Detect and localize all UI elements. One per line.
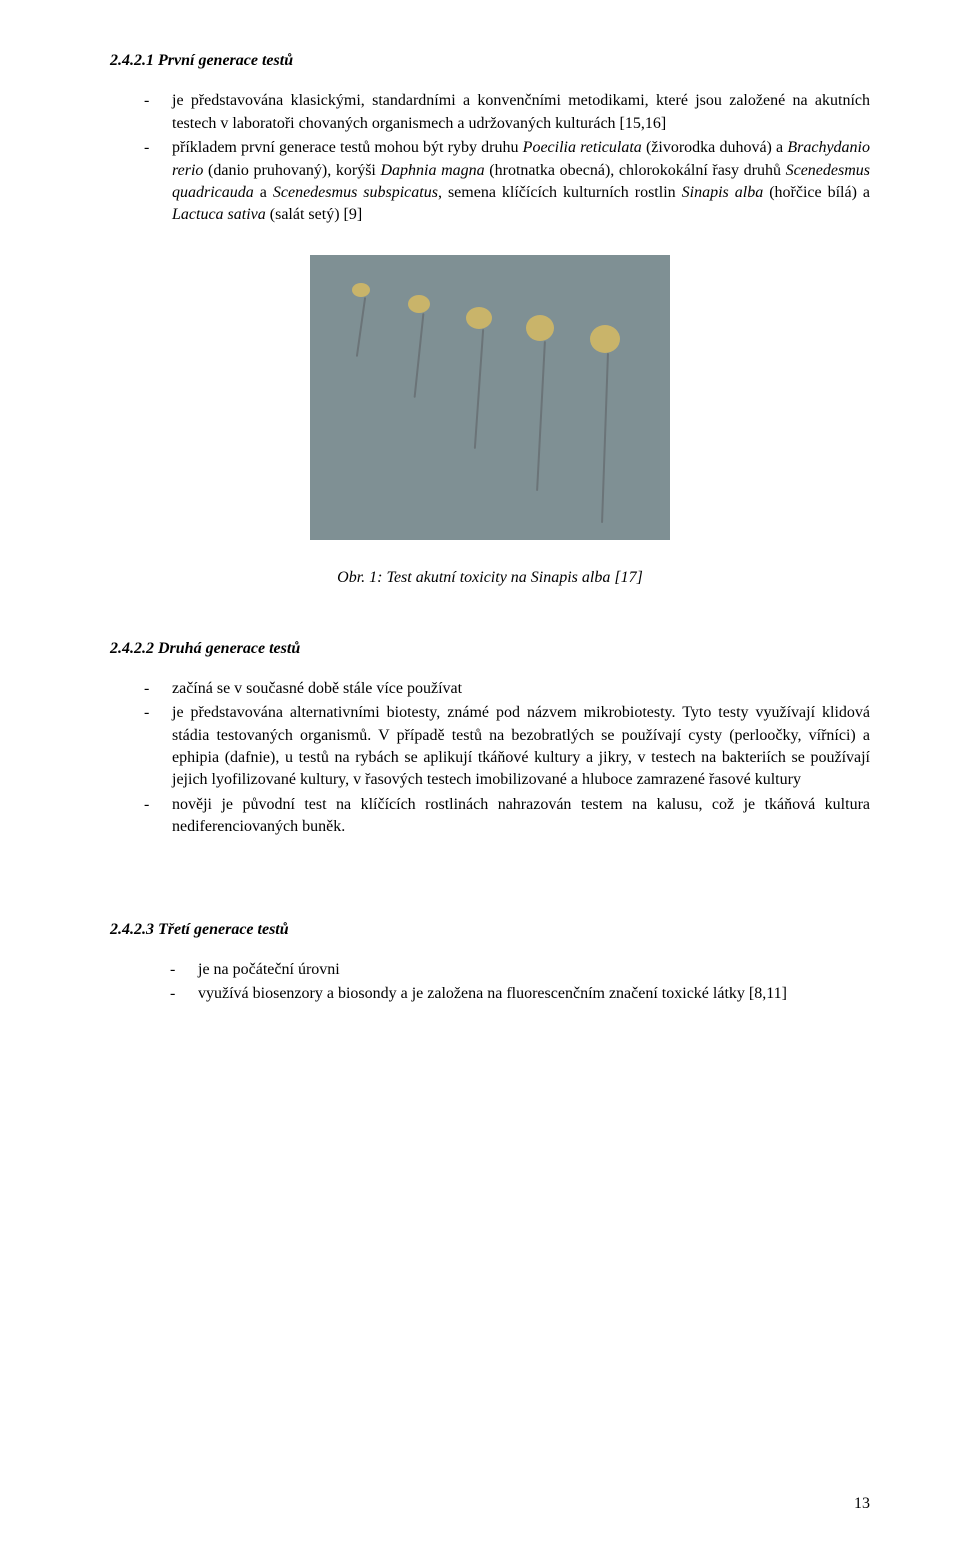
text-fragment: (živorodka duhová) a [642,139,788,156]
figure-1 [110,255,870,547]
text-fragment: a [254,184,273,201]
species-name: Scenedesmus subspicatus [273,184,438,201]
figure-caption: Obr. 1: Test akutní toxicity na Sinapis … [110,567,870,589]
bullet-dash-icon: - [144,137,172,227]
bullet-list-1: - je představována klasickými, standardn… [144,90,870,226]
bullet-dash-icon: - [144,702,172,792]
section-heading-1: 2.4.2.1 První generace testů [110,50,870,72]
species-name: Lactuca sativa [172,206,266,223]
bullet-text: příkladem první generace testů mohou být… [172,137,870,227]
figure-image-placeholder [310,255,670,540]
text-fragment: , semena klíčících kulturních rostlin [438,184,682,201]
bullet-list-3: - je na počáteční úrovni - využívá biose… [170,959,870,1006]
species-name: Sinapis alba [682,184,764,201]
bullet-text: využívá biosenzory a biosondy a je založ… [198,983,870,1005]
bullet-dash-icon: - [144,794,172,839]
bullet-item: - nověji je původní test na klíčících ro… [144,794,870,839]
text-fragment: (danio pruhovaný), korýši [203,162,380,179]
text-fragment: (hořčice bílá) a [763,184,870,201]
bullet-dash-icon: - [170,983,198,1005]
bullet-text: nověji je původní test na klíčících rost… [172,794,870,839]
bullet-text: je představována alternativními biotesty… [172,702,870,792]
bullet-list-2: - začíná se v současné době stále více p… [144,678,870,839]
section-heading-2: 2.4.2.2 Druhá generace testů [110,638,870,660]
bullet-text: je představována klasickými, standardním… [172,90,870,135]
bullet-item: - příkladem první generace testů mohou b… [144,137,870,227]
section-heading-3: 2.4.2.3 Třetí generace testů [110,919,870,941]
text-fragment: (hrotnatka obecná), chlorokokální řasy d… [485,162,786,179]
bullet-dash-icon: - [170,959,198,981]
bullet-text: začíná se v současné době stále více pou… [172,678,870,700]
bullet-item: - je na počáteční úrovni [170,959,870,981]
species-name: Poecilia reticulata [523,139,642,156]
page-number: 13 [854,1493,870,1515]
text-fragment: příkladem první generace testů mohou být… [172,139,523,156]
species-name: Daphnia magna [381,162,485,179]
bullet-item: - je představována alternativními biotes… [144,702,870,792]
bullet-dash-icon: - [144,678,172,700]
bullet-item: - začíná se v současné době stále více p… [144,678,870,700]
bullet-dash-icon: - [144,90,172,135]
bullet-item: - využívá biosenzory a biosondy a je zal… [170,983,870,1005]
text-fragment: (salát setý) [9] [266,206,362,223]
bullet-item: - je představována klasickými, standardn… [144,90,870,135]
bullet-text: je na počáteční úrovni [198,959,870,981]
